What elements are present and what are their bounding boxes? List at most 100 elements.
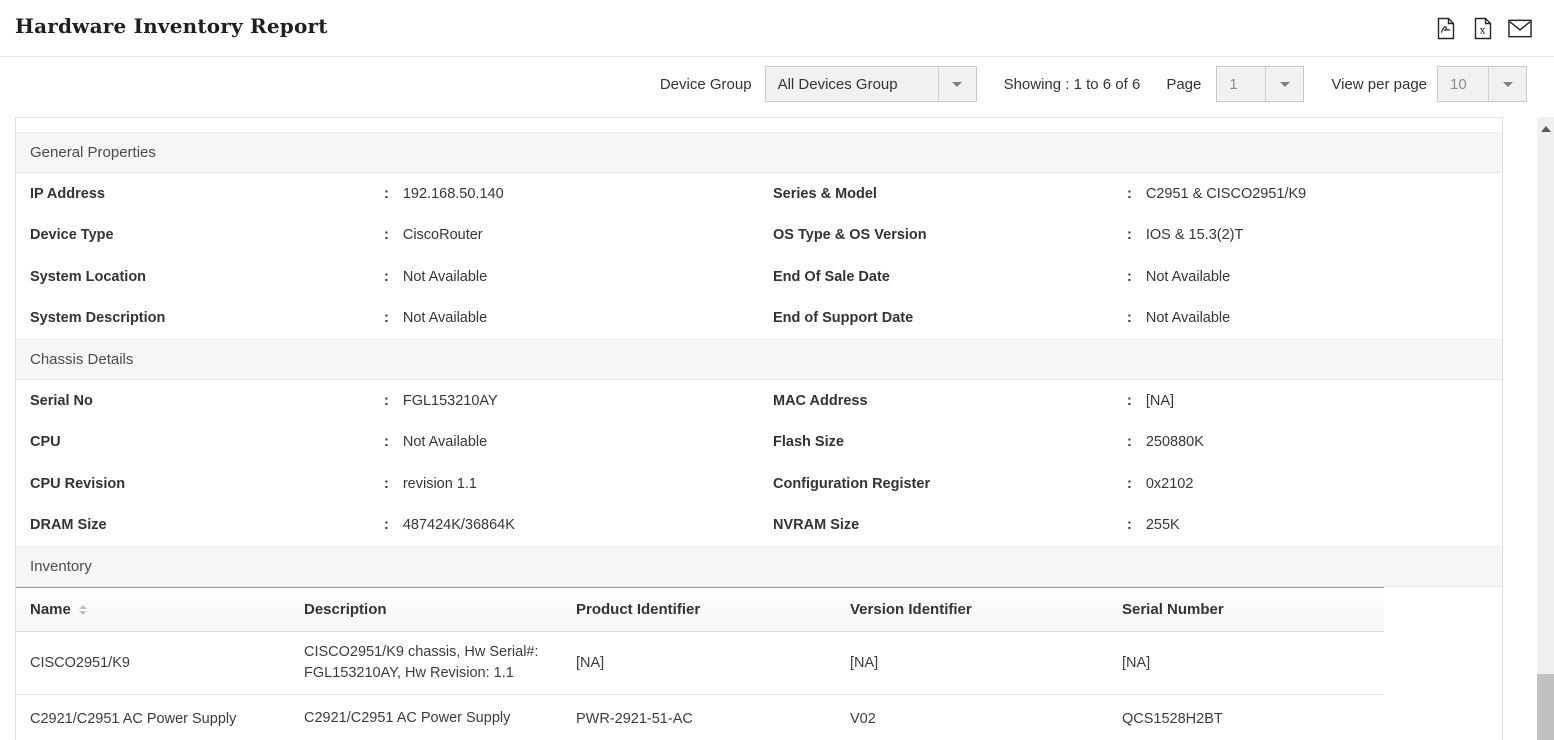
field-configuration-register: Configuration Register:0x2102 (759, 463, 1502, 505)
colon: : (384, 227, 389, 244)
export-pdf-button[interactable] (1434, 16, 1458, 40)
section-header-general-properties: General Properties (16, 132, 1502, 173)
sort-icon[interactable] (78, 605, 87, 616)
field-system-location: System Location: Not Available (16, 256, 759, 298)
colon: : (1127, 185, 1132, 202)
field-value: revision 1.1 (402, 475, 477, 492)
description-text: C2921/C2951 AC Power Supply (304, 710, 511, 727)
svg-text:x: x (1480, 24, 1486, 36)
field-value: [NA] (1145, 392, 1175, 409)
column-header-label: Product Identifier (576, 601, 701, 618)
column-header-label: Version Identifier (850, 601, 972, 618)
excel-file-icon: x (1474, 17, 1492, 39)
export-excel-button[interactable]: x (1471, 16, 1495, 40)
scrollbar-thumb[interactable] (1537, 674, 1554, 740)
inventory-header-row: Name Description Product Identifier Vers… (16, 587, 1384, 632)
field-label: End Of Sale Date (773, 268, 890, 285)
vertical-scrollbar[interactable] (1537, 117, 1554, 740)
field-series-model: Series & Model: C2951 & CISCO2951/K9 (759, 173, 1502, 215)
column-header-label: Description (304, 601, 387, 618)
cell-description: C2921/C2951 AC Power Supply (290, 694, 562, 740)
view-per-page-label: View per page (1331, 75, 1427, 93)
cell-name: CISCO2951/K9 (16, 631, 290, 696)
device-group-label: Device Group (659, 75, 752, 93)
column-header-version-identifier: Version Identifier (836, 587, 1108, 632)
field-label: Device Type (30, 227, 114, 244)
field-label: Series & Model (773, 185, 877, 202)
cell-product-identifier: PWR-2921-51-AC (562, 694, 836, 740)
export-actions: x (1434, 16, 1532, 40)
cell-serial-number: [NA] (1108, 631, 1384, 696)
column-header-product-identifier: Product Identifier (562, 587, 836, 632)
field-flash-size: Flash Size:250880K (759, 422, 1502, 464)
section-header-chassis-details: Chassis Details (16, 339, 1502, 380)
field-value: Not Available (402, 434, 488, 451)
field-nvram-size: NVRAM Size:255K (759, 505, 1502, 547)
field-value: 250880K (1145, 434, 1204, 451)
section-title: General Properties (30, 144, 156, 161)
field-cpu: CPU: Not Available (16, 422, 759, 464)
title-bar: Hardware Inventory Report x (0, 0, 1554, 57)
page-title: Hardware Inventory Report (15, 14, 328, 38)
column-header-description: Description (290, 587, 562, 632)
page-label: Page (1166, 75, 1202, 93)
scroll-up-arrow-icon[interactable] (1537, 123, 1554, 135)
field-value: C2951 & CISCO2951/K9 (1145, 185, 1307, 202)
cell-name: C2921/C2951 AC Power Supply (16, 694, 290, 740)
colon: : (1127, 227, 1132, 244)
column-header-label: Name (30, 601, 71, 618)
description-text: CISCO2951/K9 chassis, Hw Serial#: FGL153… (304, 644, 539, 682)
device-group-select[interactable]: All Devices Group (764, 66, 977, 102)
table-row: CISCO2951/K9 CISCO2951/K9 chassis, Hw Se… (16, 631, 1384, 696)
field-label: IP Address (30, 185, 105, 202)
section-title: Chassis Details (30, 351, 134, 368)
field-label: CPU Revision (30, 475, 126, 492)
section-title: Inventory (30, 558, 92, 575)
chevron-down-icon (1265, 67, 1303, 101)
cell-product-identifier: [NA] (562, 631, 836, 696)
envelope-icon (1508, 19, 1532, 37)
cell-version-identifier: V02 (836, 694, 1108, 740)
field-value: IOS & 15.3(2)T (1145, 227, 1244, 244)
colon: : (384, 517, 389, 534)
colon: : (384, 434, 389, 451)
field-dram-size: DRAM Size:487424K/36864K (16, 505, 759, 547)
column-header-serial-number: Serial Number (1108, 587, 1384, 632)
showing-count-text: Showing : 1 to 6 of 6 (1003, 75, 1141, 93)
page-select[interactable]: 1 (1216, 66, 1305, 102)
colon: : (384, 475, 389, 492)
column-header-label: Serial Number (1122, 601, 1224, 618)
field-label: Configuration Register (773, 475, 931, 492)
field-label: CPU (30, 434, 61, 451)
colon: : (384, 185, 389, 202)
field-system-description: System Description: Not Available (16, 298, 759, 340)
colon: : (1127, 392, 1132, 409)
field-label: Flash Size (773, 434, 844, 451)
field-mac-address: MAC Address: [NA] (759, 380, 1502, 422)
email-report-button[interactable] (1508, 16, 1532, 40)
field-label: System Description (30, 310, 166, 327)
field-label: DRAM Size (30, 517, 107, 534)
general-properties-grid: IP Address:192.168.50.140 Series & Model… (16, 173, 1502, 339)
page-selected-value: 1 (1229, 75, 1238, 93)
field-value: 0x2102 (1145, 475, 1194, 492)
field-label: System Location (30, 268, 147, 285)
cell-version-identifier: [NA] (836, 631, 1108, 696)
pdf-file-icon (1437, 17, 1455, 39)
device-group-selected-value: All Devices Group (777, 75, 898, 93)
field-os-type-version: OS Type & OS Version: IOS & 15.3(2)T (759, 215, 1502, 257)
field-value: Not Available (402, 268, 488, 285)
section-header-inventory: Inventory (16, 546, 1502, 587)
colon: : (1127, 517, 1132, 534)
field-value: 487424K/36864K (402, 517, 515, 534)
colon: : (384, 310, 389, 327)
field-label: End of Support Date (773, 310, 914, 327)
field-end-of-support-date: End of Support Date: Not Available (759, 298, 1502, 340)
field-value: CiscoRouter (402, 227, 483, 244)
view-per-page-select[interactable]: 10 (1437, 66, 1527, 102)
field-serial-no: Serial No: FGL153210AY (16, 380, 759, 422)
column-header-name[interactable]: Name (16, 587, 290, 632)
colon: : (1127, 475, 1132, 492)
field-end-of-sale-date: End Of Sale Date: Not Available (759, 256, 1502, 298)
